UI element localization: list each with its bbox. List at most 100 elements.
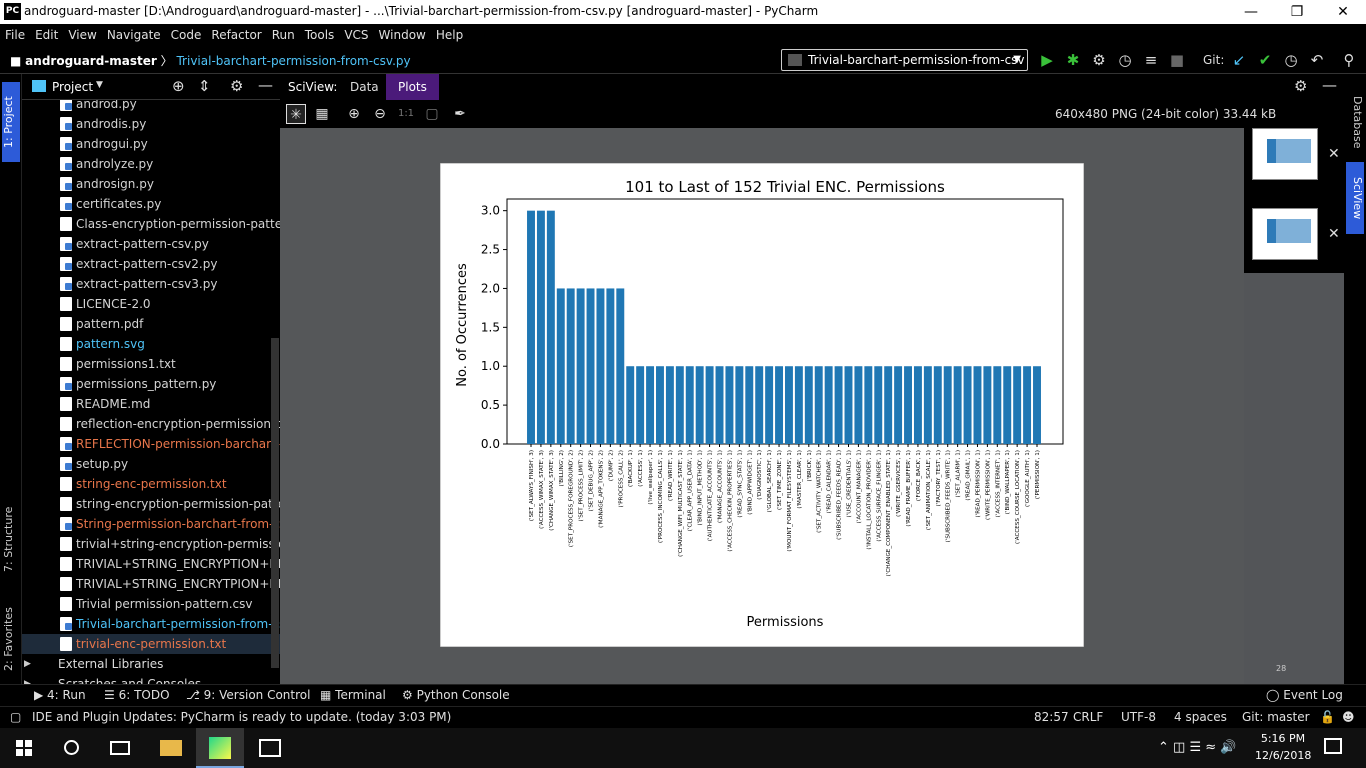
tree-file-item[interactable]: Trivial permission-pattern.csv	[22, 594, 280, 614]
menu-file[interactable]: File	[5, 28, 26, 42]
locate-file-icon[interactable]: ⊕	[172, 77, 185, 95]
external-libraries-item[interactable]: ▶ External Libraries	[22, 654, 280, 674]
tab-project[interactable]: 1: Project	[2, 82, 20, 162]
tree-file-item[interactable]: androsign.py	[22, 174, 280, 194]
color-picker-icon[interactable]: ✒	[454, 106, 466, 122]
run-icon[interactable]: ▶	[1041, 51, 1053, 69]
notifications-icon[interactable]	[1324, 738, 1342, 754]
history-icon[interactable]: ◷	[1284, 51, 1298, 69]
tree-file-item[interactable]: extract-pattern-csv.py	[22, 234, 280, 254]
clock-time[interactable]: 5:16 PM	[1260, 732, 1306, 745]
file-encoding[interactable]: UTF-8	[1121, 710, 1156, 724]
search-icon[interactable]: ⚲	[1343, 51, 1355, 69]
tree-file-item[interactable]: trivial+string-encryption-permission-p	[22, 534, 280, 554]
tree-file-item[interactable]: trivial-enc-permission.txt	[22, 634, 280, 654]
tab-favorites[interactable]: 2: Favorites	[2, 607, 15, 671]
tree-file-item[interactable]: androlyze.py	[22, 154, 280, 174]
tree-file-item[interactable]: setup.py	[22, 454, 280, 474]
menu-edit[interactable]: Edit	[35, 28, 59, 42]
tree-scrollbar[interactable]	[271, 338, 279, 668]
stop-icon[interactable]: ■	[1169, 51, 1185, 69]
python-console-tool-button[interactable]: ⚙ Python Console	[402, 688, 510, 702]
pycharm-taskbar-icon[interactable]	[196, 728, 244, 768]
expand-arrow-icon[interactable]: ▶	[24, 679, 31, 684]
menu-tools[interactable]: Tools	[304, 28, 335, 42]
menu-run[interactable]: Run	[271, 28, 295, 42]
windows-start-icon[interactable]	[0, 728, 48, 768]
status-message[interactable]: IDE and Plugin Updates: PyCharm is ready…	[32, 710, 452, 724]
menu-code[interactable]: Code	[170, 28, 202, 42]
tree-file-item[interactable]: TRIVIAL+STRING_ENCRYTPION+REFLE	[22, 574, 280, 594]
tree-file-item[interactable]: androgui.py	[22, 134, 280, 154]
todo-tool-button[interactable]: ☰ 6: TODO	[104, 688, 170, 702]
minimize-button[interactable]: —	[1244, 4, 1258, 20]
plot-thumbnail[interactable]	[1252, 128, 1318, 180]
lock-icon[interactable]: 🔓	[1320, 710, 1335, 724]
tab-database[interactable]: Database	[1351, 95, 1364, 149]
actual-size-button[interactable]: 1:1	[397, 108, 415, 119]
concurrency-icon[interactable]: ≡	[1144, 51, 1158, 69]
clock-date[interactable]: 12/6/2018	[1255, 749, 1312, 762]
tree-file-item[interactable]: certificates.py	[22, 194, 280, 214]
restore-button[interactable]: ❐	[1290, 4, 1304, 20]
fit-window-icon[interactable]: ▢	[425, 106, 439, 122]
tree-file-item[interactable]: permissions_pattern.py	[22, 374, 280, 394]
tab-data[interactable]: Data	[350, 80, 379, 94]
run-configuration-select[interactable]: Trivial-barchart-permission-from-csv ▼	[781, 49, 1028, 71]
version-control-tool-button[interactable]: ⎇ 9: Version Control	[186, 688, 311, 702]
git-update-icon[interactable]: ↙	[1232, 51, 1246, 69]
search-icon[interactable]	[48, 728, 96, 768]
tree-file-item[interactable]: androdis.py	[22, 114, 280, 134]
tree-file-item[interactable]: Class-encryption-permission-pattern.c	[22, 214, 280, 234]
tree-file-item[interactable]: REFLECTION-permission-barchart-fron	[22, 434, 280, 454]
caret-position[interactable]: 82:57	[1034, 710, 1069, 724]
menu-refactor[interactable]: Refactor	[211, 28, 262, 42]
tab-plots[interactable]: Plots	[386, 74, 439, 100]
tree-file-item[interactable]: string-enc-permission.txt	[22, 474, 280, 494]
menu-help[interactable]: Help	[435, 28, 464, 42]
coverage-icon[interactable]: ⚙	[1092, 51, 1106, 69]
zoom-out-icon[interactable]: ⊖	[374, 106, 386, 122]
tab-sciview[interactable]: SciView	[1346, 162, 1364, 234]
terminal-tool-button[interactable]: ▦ Terminal	[320, 688, 386, 702]
file-explorer-icon[interactable]	[146, 728, 194, 768]
expand-arrow-icon[interactable]: ▶	[24, 659, 31, 669]
hide-panel-icon[interactable]: —	[258, 76, 273, 94]
tree-file-item[interactable]: Trivial-barchart-permission-from-csv.p	[22, 614, 280, 634]
tree-file-item[interactable]: LICENCE-2.0	[22, 294, 280, 314]
tree-file-item[interactable]: permissions1.txt	[22, 354, 280, 374]
close-thumbnail-icon[interactable]: ✕	[1328, 146, 1340, 162]
menu-window[interactable]: Window	[378, 28, 426, 42]
plot-thumbnail[interactable]	[1252, 208, 1318, 260]
inspector-icon[interactable]: ☻	[1342, 710, 1355, 724]
breadcrumb-project[interactable]: androguard-master	[25, 54, 157, 68]
tree-file-item[interactable]: String-permission-barchart-from-csv.p	[22, 514, 280, 534]
run-tool-button[interactable]: ▶ 4: Run	[34, 688, 86, 702]
grid-icon[interactable]: ▦	[315, 106, 329, 122]
tree-file-item[interactable]: pattern.svg	[22, 334, 280, 354]
tree-file-item[interactable]: reflection-encryption-permission-patte	[22, 414, 280, 434]
breadcrumb-file[interactable]: Trivial-barchart-permission-from-csv.py	[176, 54, 411, 68]
line-separator[interactable]: CRLF	[1073, 710, 1104, 724]
zoom-in-icon[interactable]: ⊕	[348, 106, 360, 122]
debug-icon[interactable]: ✱	[1066, 51, 1080, 69]
close-thumbnail-icon[interactable]: ✕	[1328, 226, 1340, 242]
photos-icon[interactable]	[246, 728, 294, 768]
tab-structure[interactable]: 7: Structure	[2, 506, 15, 572]
settings-gear-icon[interactable]: ⚙	[230, 77, 244, 95]
tree-file-item[interactable]: pattern.pdf	[22, 314, 280, 334]
indent-setting[interactable]: 4 spaces	[1174, 710, 1227, 724]
tree-file-item[interactable]: TRIVIAL+STRING_ENCRYPTION+REFLE	[22, 554, 280, 574]
tree-file-item[interactable]: androd.py	[22, 100, 280, 114]
revert-icon[interactable]: ↶	[1310, 51, 1324, 69]
settings-gear-icon[interactable]: ⚙	[1294, 77, 1308, 95]
menu-navigate[interactable]: Navigate	[106, 28, 161, 42]
tray-icons[interactable]: ⌃ ◫ ☰ ≈ 🔊	[1158, 740, 1237, 755]
git-commit-icon[interactable]: ✔	[1258, 51, 1272, 69]
collapse-all-icon[interactable]: ⇕	[198, 77, 211, 95]
hide-panel-icon[interactable]: —	[1322, 76, 1337, 94]
menu-view[interactable]: View	[68, 28, 97, 42]
profile-icon[interactable]: ◷	[1118, 51, 1132, 69]
close-window-button[interactable]: ✕	[1337, 4, 1349, 20]
tree-file-item[interactable]: extract-pattern-csv3.py	[22, 274, 280, 294]
